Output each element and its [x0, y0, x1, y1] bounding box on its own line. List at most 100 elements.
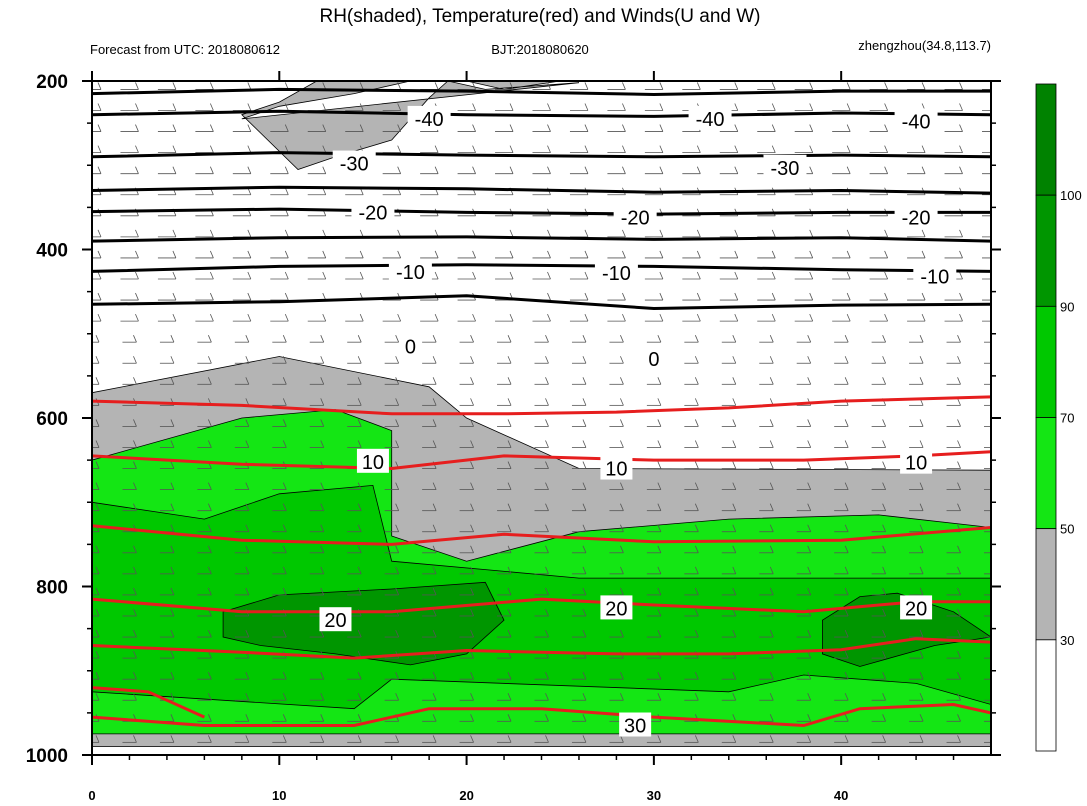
wind-barb: [657, 335, 662, 343]
wind-barb: [133, 629, 137, 638]
wind-barb: [659, 124, 664, 132]
wind-barb: [582, 356, 587, 364]
wind-barb: [470, 693, 474, 701]
wind-barb: [657, 377, 662, 385]
wind-barb: [470, 587, 474, 596]
wind-barb: [732, 608, 737, 617]
wind-barb: [997, 230, 1000, 237]
wind-barb: [95, 545, 100, 553]
wind-barb: [620, 629, 624, 638]
wind-barb: [97, 292, 102, 301]
wind-barb: [247, 124, 252, 132]
wind-barb: [507, 545, 512, 553]
wind-barb: [470, 335, 474, 343]
wind-barb: [732, 714, 737, 722]
wind-barb: [844, 629, 849, 638]
wind-barb: [622, 103, 626, 111]
wind-barb: [807, 440, 812, 448]
wind-barb: [547, 292, 551, 301]
wind-barb: [170, 735, 175, 743]
wind-barb: [807, 503, 812, 511]
wind-barb: [284, 229, 289, 238]
wind-barb: [208, 566, 212, 575]
wind-barb: [882, 482, 886, 490]
y-tick-label: 1000: [26, 746, 68, 767]
wind-barb: [284, 271, 289, 280]
wind-barb: [844, 461, 849, 469]
wind-barb: [507, 461, 512, 469]
wind-barb: [395, 735, 400, 743]
wind-barb: [395, 524, 400, 532]
wind-barb: [509, 166, 514, 174]
wind-barb: [995, 609, 998, 616]
wind-barb: [622, 82, 626, 90]
x-tick-label: 40: [834, 788, 848, 803]
wind-barb: [694, 356, 699, 364]
wind-barb: [620, 693, 624, 701]
wind-barb: [282, 566, 287, 575]
wind-barb: [844, 545, 849, 553]
wind-barb: [959, 82, 963, 90]
wind-barb: [995, 483, 998, 490]
wind-barb: [432, 482, 437, 490]
rh-region-30-1: [241, 81, 580, 170]
wind-barb: [844, 714, 849, 722]
wind-barb: [997, 125, 1000, 132]
wind-barb: [545, 440, 549, 448]
wind-barb: [357, 545, 362, 553]
wind-barb: [322, 124, 327, 132]
wind-barb: [320, 714, 325, 722]
wind-barb: [620, 503, 624, 511]
wind-barb: [807, 524, 812, 532]
wind-barb: [919, 650, 924, 659]
wind-barb: [882, 650, 886, 659]
wind-barb: [97, 124, 102, 132]
wind-barb: [245, 629, 250, 638]
wind-barb: [957, 419, 961, 427]
wind-barb: [694, 503, 699, 511]
wind-barb: [470, 503, 474, 511]
wind-barb: [995, 398, 998, 405]
isotherm-3: [92, 597, 991, 614]
wind-barb: [844, 608, 849, 617]
wind-barb: [959, 313, 963, 322]
wind-barb: [509, 229, 514, 238]
wind-barb: [97, 103, 102, 111]
wind-barb: [659, 166, 664, 174]
wind-barb: [507, 608, 512, 617]
wind-barb: [844, 566, 849, 575]
wind-barb: [882, 608, 886, 617]
wind-barb: [135, 271, 139, 280]
wind-barb: [245, 566, 250, 575]
wind-barb: [734, 250, 739, 259]
wind-barb: [359, 313, 364, 322]
wind-barb: [432, 545, 437, 553]
wind-barb: [844, 419, 849, 427]
wind-barb: [769, 482, 774, 490]
wind-barb: [507, 566, 512, 575]
wind-barb: [884, 124, 888, 132]
wind-barb: [208, 545, 212, 553]
wind-barb: [995, 462, 998, 469]
wind-barb: [995, 651, 998, 658]
wind-barb: [846, 82, 851, 90]
wind-barb: [919, 714, 924, 722]
wind-barb: [172, 166, 177, 174]
wind-barb: [995, 419, 998, 426]
wind-barb: [771, 229, 776, 238]
wind-barb: [657, 629, 662, 638]
wind-barb: [919, 693, 924, 701]
wind-barb: [472, 82, 476, 90]
isotherm-0: [92, 702, 991, 728]
wind-barb: [507, 524, 512, 532]
wind-barb: [846, 229, 851, 238]
wind-barb: [807, 545, 812, 553]
wind-barb: [657, 672, 662, 680]
wind-barb: [882, 440, 886, 448]
wind-barb: [659, 313, 664, 322]
contour-label: -20: [621, 207, 650, 229]
wind-barb: [210, 166, 214, 174]
wind-barb: [809, 292, 814, 301]
wind-barb: [734, 124, 739, 132]
wind-barb: [357, 566, 362, 575]
